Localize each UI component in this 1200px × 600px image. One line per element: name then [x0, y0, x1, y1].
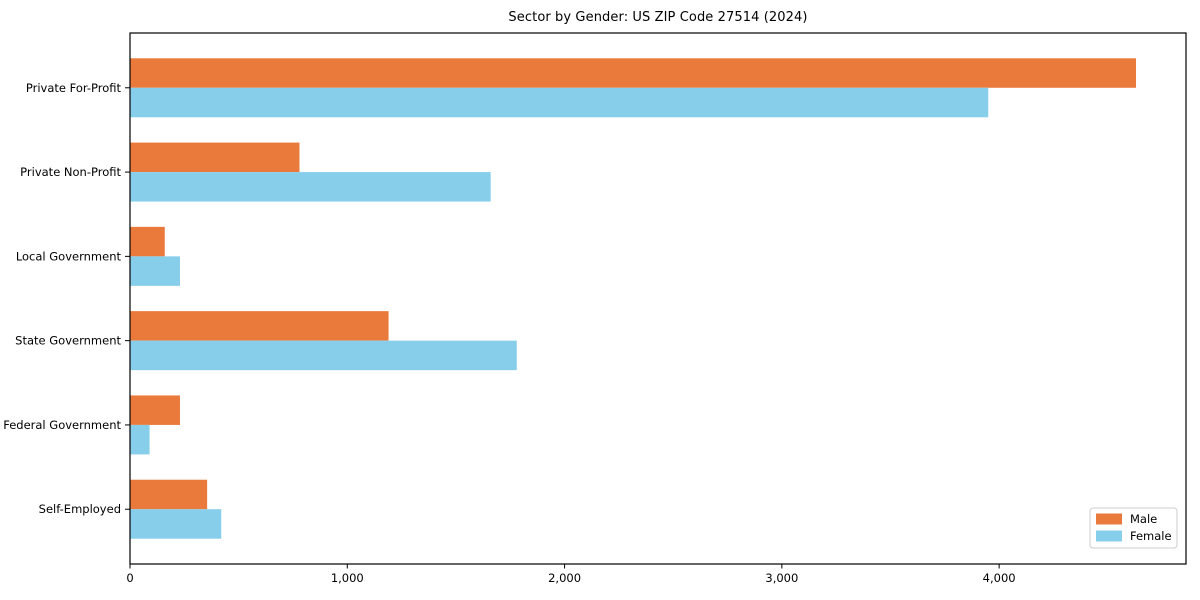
bar-male-private-for-profit — [130, 58, 1137, 88]
bar-male-state-government — [130, 311, 389, 341]
x-axis-tick-label: 3,000 — [765, 571, 798, 585]
bar-female-self-employed — [130, 509, 222, 539]
bar-male-private-non-profit — [130, 142, 300, 173]
bar-female-private-for-profit — [130, 87, 989, 118]
y-axis-category-label: Private For-Profit — [26, 81, 122, 95]
legend-swatch-female — [1096, 530, 1122, 542]
legend-swatch-male — [1096, 513, 1122, 525]
bar-male-federal-government — [130, 395, 180, 425]
y-axis-category-label: Local Government — [16, 249, 122, 263]
bar-female-federal-government — [130, 424, 150, 455]
bar-female-local-government — [130, 256, 180, 286]
legend-label-female: Female — [1130, 529, 1172, 543]
bar-female-private-non-profit — [130, 172, 491, 202]
bar-female-state-government — [130, 340, 517, 371]
bar-male-self-employed — [130, 479, 208, 510]
y-axis-category-label: Self-Employed — [39, 502, 121, 516]
x-axis-tick-label: 2,000 — [548, 571, 581, 585]
legend-label-male: Male — [1130, 512, 1157, 526]
chart-title: Sector by Gender: US ZIP Code 27514 (202… — [508, 10, 808, 25]
y-axis-category-label: State Government — [15, 334, 121, 348]
y-axis-category-label: Private Non-Profit — [20, 165, 121, 179]
x-axis-tick-label: 0 — [126, 571, 133, 585]
y-axis-category-label: Federal Government — [3, 418, 121, 432]
plot-border — [129, 32, 1187, 565]
bar-male-local-government — [130, 226, 165, 257]
x-axis-tick-label: 1,000 — [331, 571, 364, 585]
x-axis-tick-label: 4,000 — [983, 571, 1016, 585]
